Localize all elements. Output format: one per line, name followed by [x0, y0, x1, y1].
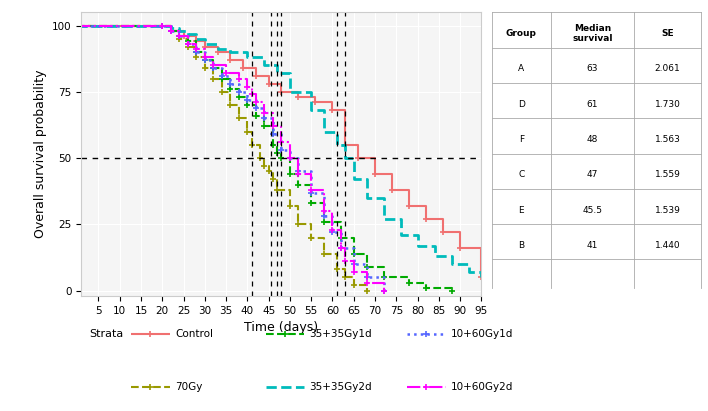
- X-axis label: Time (days): Time (days): [244, 321, 319, 334]
- Text: 1.563: 1.563: [655, 135, 680, 144]
- Text: 1.539: 1.539: [655, 206, 680, 215]
- Text: 1.730: 1.730: [655, 99, 680, 109]
- Y-axis label: Overall survival probability: Overall survival probability: [33, 70, 47, 238]
- Text: Control: Control: [175, 329, 213, 339]
- Text: SE: SE: [661, 29, 674, 38]
- Text: 41: 41: [587, 241, 598, 250]
- Text: B: B: [518, 241, 525, 250]
- Text: 35+35Gy1d: 35+35Gy1d: [309, 329, 372, 339]
- Text: 1.559: 1.559: [655, 170, 680, 179]
- Text: 47: 47: [587, 170, 598, 179]
- Text: C: C: [518, 170, 525, 179]
- Text: 2.061: 2.061: [655, 64, 680, 73]
- Text: Strata: Strata: [90, 329, 124, 339]
- Text: 48: 48: [587, 135, 598, 144]
- Text: 1.440: 1.440: [655, 241, 680, 250]
- Text: 63: 63: [586, 64, 598, 73]
- Text: 70Gy: 70Gy: [175, 383, 202, 393]
- Text: 10+60Gy1d: 10+60Gy1d: [451, 329, 513, 339]
- Text: A: A: [518, 64, 525, 73]
- Text: 35+35Gy2d: 35+35Gy2d: [309, 383, 372, 393]
- Text: Group: Group: [506, 29, 537, 38]
- Text: Median
survival: Median survival: [572, 24, 612, 43]
- Text: 61: 61: [586, 99, 598, 109]
- Text: E: E: [518, 206, 524, 215]
- Text: 45.5: 45.5: [582, 206, 603, 215]
- Text: F: F: [519, 135, 524, 144]
- Text: D: D: [518, 99, 525, 109]
- Text: 10+60Gy2d: 10+60Gy2d: [451, 383, 513, 393]
